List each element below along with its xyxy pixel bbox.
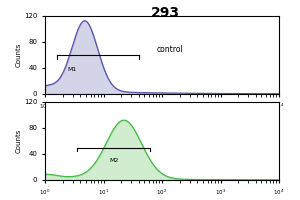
Text: M1: M1 — [67, 67, 76, 72]
Y-axis label: Counts: Counts — [15, 129, 21, 153]
Y-axis label: Counts: Counts — [15, 43, 21, 67]
X-axis label: FL1-H: FL1-H — [152, 116, 172, 122]
Text: M2: M2 — [109, 158, 119, 163]
Text: control: control — [156, 45, 183, 54]
Text: 293: 293 — [151, 6, 179, 20]
